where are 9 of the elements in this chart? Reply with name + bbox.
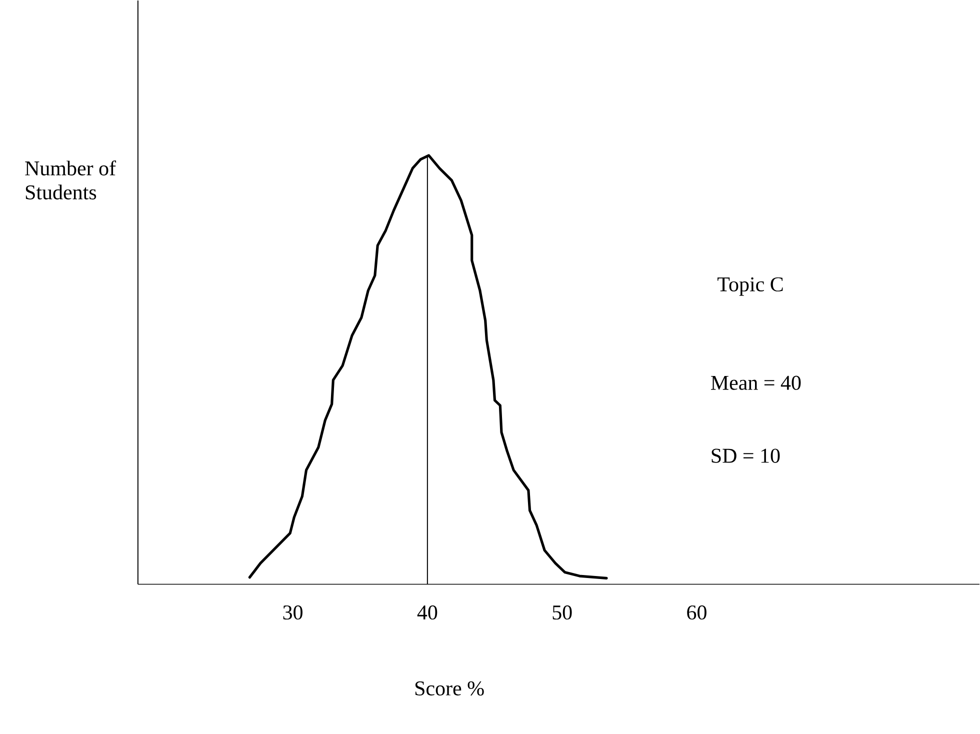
annotation: Topic C xyxy=(718,277,783,296)
x-tick-label: 60 xyxy=(687,605,706,620)
x-tick-label: 40 xyxy=(417,605,438,620)
x-axis-title: Score % xyxy=(415,681,484,696)
y-axis-title: Number of Students xyxy=(25,160,116,200)
annotation: Mean = 40 xyxy=(711,376,801,390)
x-tick-label: 30 xyxy=(283,605,302,620)
annotation: SD = 10 xyxy=(712,448,780,463)
x-tick-label: 50 xyxy=(552,605,572,620)
